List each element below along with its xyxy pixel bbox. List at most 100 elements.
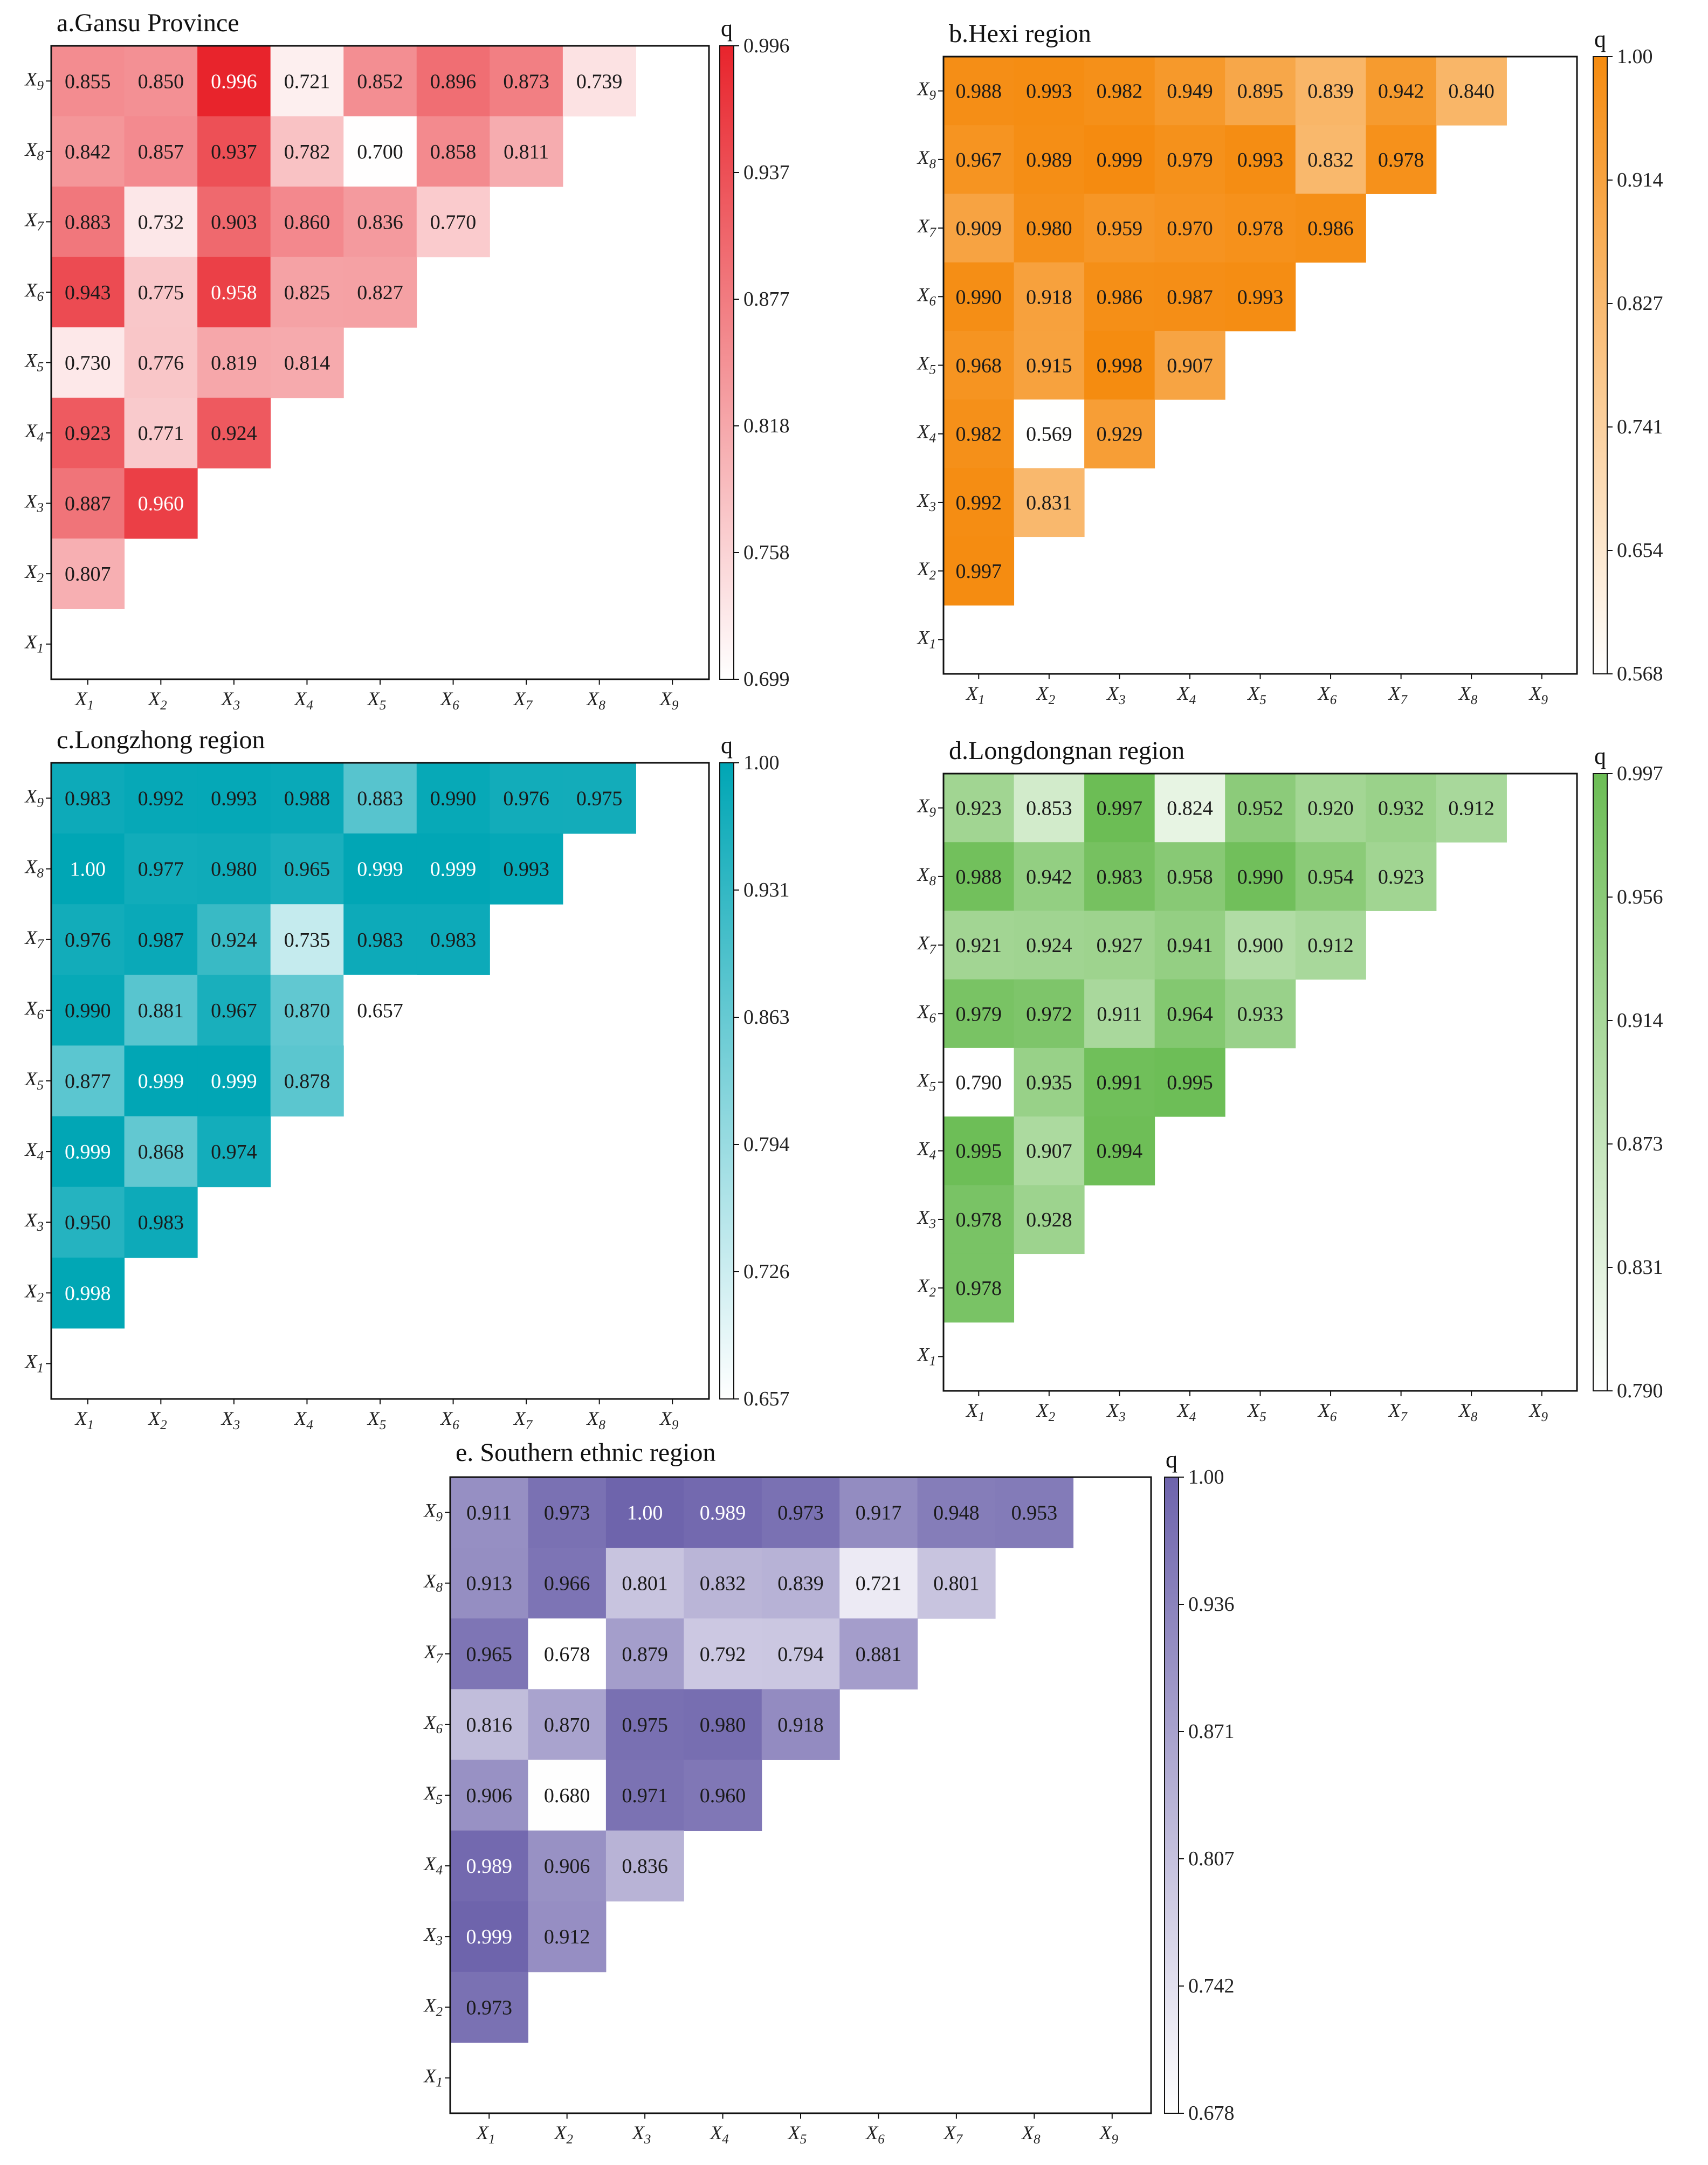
heatmap-cell [1225,262,1296,332]
heatmap-cell [1154,774,1225,843]
cell-value: 0.998 [65,1282,111,1305]
heatmap-cell [197,833,271,905]
x-tick-label: X2 [553,2122,573,2147]
heatmap-cell [270,257,344,328]
cell-value: 0.978 [1237,217,1284,240]
heatmap-cell [197,975,271,1046]
heatmap-cell [943,57,1015,126]
chart-title: b.Hexi region [949,19,1091,48]
cell-value: 0.983 [65,788,111,810]
heatmap-cell [1225,911,1296,980]
cell-value: 0.887 [65,493,111,515]
cell-value: 0.960 [700,1784,746,1807]
heatmap-cell [490,46,563,117]
cell-value: 0.976 [65,929,111,952]
heatmap-cell [1014,1185,1085,1254]
cell-value: 0.990 [65,999,111,1022]
heatmap-cell [1366,125,1437,194]
colorbar [719,762,734,1399]
cell-value: 1.00 [627,1502,663,1525]
heatmap-cell [1154,57,1225,126]
heatmap-cell [51,1045,125,1117]
heatmap-cell [416,187,490,258]
heatmap-cell [1225,57,1296,126]
y-tick-label: X3 [24,1209,44,1234]
heatmap-cell [197,397,271,468]
heatmap-cell [450,1477,528,1548]
heatmap-cell [51,46,125,117]
heatmap-cell [684,1548,762,1619]
heatmap-cell [124,763,198,834]
cell-value: 0.816 [466,1714,512,1736]
colorbar [1164,1477,1179,2114]
cell-value: 0.855 [65,70,111,93]
colorbar-tick-label: 0.873 [1617,1133,1663,1155]
cell-value: 0.987 [138,929,184,952]
x-tick-label: X7 [513,1408,533,1432]
cell-value: 0.929 [1097,423,1143,446]
cell-value: 0.954 [1307,866,1354,888]
heatmap-cell [197,46,271,117]
cell-value: 0.907 [1026,1140,1072,1163]
cell-value: 0.976 [503,788,549,810]
heatmap-cell [1295,911,1366,980]
colorbar-tick-label: 0.996 [743,35,790,57]
x-tick-label: X6 [439,1408,459,1432]
y-tick-label: X4 [24,1139,44,1163]
heatmap-cell [450,1548,528,1619]
cell-value: 0.850 [138,70,184,93]
cell-value: 0.782 [284,141,330,163]
heatmap-cell [416,116,490,187]
cell-value: 0.770 [430,211,477,233]
cell-value: 0.999 [65,1141,111,1163]
cell-value: 0.943 [65,281,111,304]
cell-value: 0.831 [1026,492,1072,514]
cell-value: 0.980 [700,1714,746,1736]
heatmap-cell [197,116,271,187]
cell-value: 0.832 [1307,149,1354,171]
heatmap-cell [684,1760,762,1831]
y-tick-label: X6 [917,1001,936,1025]
x-tick-label: X2 [147,688,167,713]
colorbar-tick-label: 0.678 [1188,2102,1235,2125]
cell-value: 0.993 [503,858,549,881]
cell-value: 0.732 [138,211,184,233]
heatmap-cell [1014,330,1085,400]
cell-value: 0.879 [622,1643,668,1666]
heatmap-cell [343,763,417,834]
y-tick-label: X7 [423,1641,444,1666]
heatmap-cell [1084,194,1155,263]
heatmap-panel-1: a.Gansu Province 0.855 0.850 0.996 0.721 0.85… [24,9,790,713]
x-tick-label: X7 [943,2122,963,2147]
heatmap-cell [343,257,417,328]
colorbar-tick-label: 0.818 [743,415,790,437]
cell-value: 0.978 [956,1277,1002,1300]
heatmap-cell [490,833,563,905]
cell-value: 0.987 [1167,286,1213,308]
heatmap-cell [51,1116,125,1188]
x-tick-label: X5 [1246,682,1266,707]
cell-value: 0.997 [956,560,1002,583]
cell-value: 0.569 [1026,423,1072,446]
heatmap-cell [124,833,198,905]
cell-value: 0.814 [284,352,330,375]
heatmap-cell [1084,1047,1155,1117]
heatmap-cell [270,116,344,187]
cell-value: 0.948 [933,1502,980,1525]
x-tick-label: X6 [865,2122,885,2147]
y-tick-label: X3 [24,491,44,515]
colorbar-tick-label: 0.794 [743,1133,790,1156]
cell-value: 0.730 [65,352,111,375]
heatmap-cell [917,1548,996,1619]
cell-value: 0.921 [956,934,1002,957]
cell-value: 0.909 [956,217,1002,240]
heatmap-panel-5: e. Southern ethnic region 0.911 0.973 1.00 0… [423,1438,1235,2147]
colorbar-label: q [1594,743,1606,769]
heatmap-cell [1014,57,1085,126]
y-tick-label: X7 [917,932,937,957]
colorbar-tick-label: 0.937 [743,161,790,184]
x-tick-label: X1 [965,682,985,707]
cell-value: 0.700 [357,141,403,163]
cell-value: 0.680 [544,1784,590,1807]
colorbar-tick-label: 0.914 [1617,169,1663,191]
